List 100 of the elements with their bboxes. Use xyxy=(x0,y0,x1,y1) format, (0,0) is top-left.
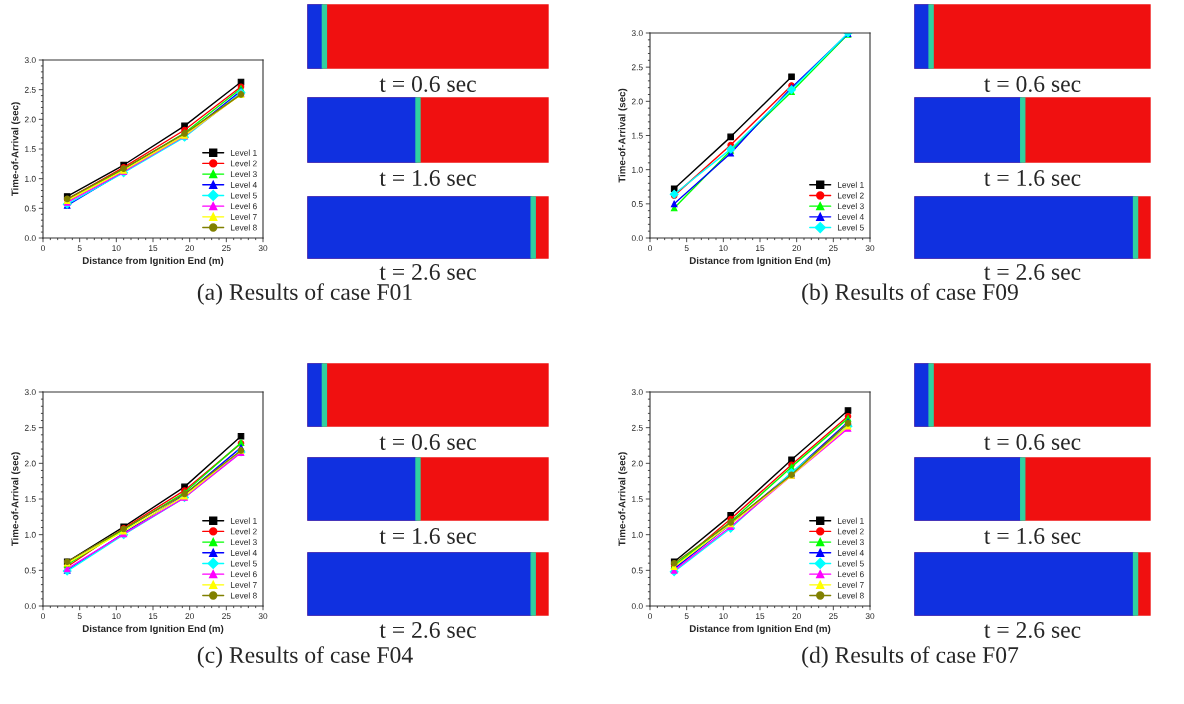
y-tick-label: 1.5 xyxy=(632,496,643,503)
x-tick-label: 20 xyxy=(185,613,194,620)
x-tick-label: 10 xyxy=(112,613,121,620)
y-tick-label: 1.0 xyxy=(632,531,643,538)
y-tick-label: 3.0 xyxy=(24,389,36,396)
x-tick-label: 0 xyxy=(648,613,652,620)
legend-label: Level 8 xyxy=(230,224,257,231)
text: (d) Results of case F07 xyxy=(802,646,1019,668)
legend-label: Level 4 xyxy=(837,213,864,220)
y-tick-label: 2.5 xyxy=(631,424,643,431)
y-tick-label: 3.0 xyxy=(631,389,643,396)
y-tick-label: 3.0 xyxy=(631,30,643,37)
x-tick-label: 20 xyxy=(792,613,801,620)
y-axis-title: Time-of-Arrival (sec) xyxy=(618,452,628,547)
legend-label: Level 7 xyxy=(230,581,257,588)
x-tick-label: 25 xyxy=(829,613,838,620)
x-axis-title: Distance from Ignition End (m) xyxy=(82,256,224,266)
y-tick-label: 2.5 xyxy=(24,424,36,431)
legend-label: Level 6 xyxy=(230,571,257,578)
y-tick-label: 2.5 xyxy=(631,64,643,71)
legend-label: Level 6 xyxy=(837,571,864,578)
x-tick-label: 5 xyxy=(77,613,82,620)
legend-label: Level 1 xyxy=(837,181,864,188)
x-tick-label: 15 xyxy=(149,613,158,620)
x-tick-label: 0 xyxy=(648,245,652,252)
text: (c) Results of case F04 xyxy=(197,646,413,668)
text: t = 2.6 sec xyxy=(984,622,1081,639)
x-tick-label: 30 xyxy=(258,245,268,252)
y-tick-label: 0.0 xyxy=(24,603,36,610)
legend-label: Level 5 xyxy=(837,224,864,231)
text: t = 2.6 sec xyxy=(379,264,476,281)
legend-label: Level 2 xyxy=(837,528,864,535)
x-tick-label: 30 xyxy=(865,245,875,252)
text: (b) Results of case F09 xyxy=(802,283,1018,305)
text: (a) Results of case F01 xyxy=(197,283,412,305)
x-tick-label: 25 xyxy=(222,245,231,252)
text: t = 1.6 sec xyxy=(379,528,476,545)
y-axis-title: Time-of-Arrival (sec) xyxy=(11,452,21,547)
x-tick-label: 25 xyxy=(829,245,838,252)
text: t = 1.6 sec xyxy=(984,528,1081,545)
y-tick-label: 1.0 xyxy=(25,175,36,182)
x-tick-label: 10 xyxy=(719,613,728,620)
y-axis-title: Time-of-Arrival (sec) xyxy=(618,88,628,183)
y-tick-label: 1.0 xyxy=(632,166,643,173)
legend-label: Level 3 xyxy=(230,170,257,178)
y-tick-label: 2.0 xyxy=(631,98,643,105)
legend-label: Level 6 xyxy=(230,203,257,210)
y-tick-label: 2.5 xyxy=(24,86,36,93)
legend-label: Level 8 xyxy=(837,592,864,599)
y-tick-label: 1.5 xyxy=(632,132,643,139)
legend-label: Level 3 xyxy=(230,538,257,546)
y-tick-label: 3.0 xyxy=(24,57,36,64)
y-tick-label: 0.5 xyxy=(24,205,36,212)
text: t = 1.6 sec xyxy=(984,170,1081,187)
x-tick-label: 0 xyxy=(41,245,45,252)
y-tick-label: 0.5 xyxy=(631,201,643,207)
legend-label: Level 3 xyxy=(837,538,864,546)
x-axis-title: Distance from Ignition End (m) xyxy=(689,256,831,266)
x-tick-label: 15 xyxy=(149,245,158,252)
legend-label: Level 7 xyxy=(230,213,257,220)
legend-label: Level 7 xyxy=(837,581,864,588)
y-tick-label: 0.5 xyxy=(24,567,36,574)
y-tick-label: 0.5 xyxy=(631,567,643,574)
legend-label: Level 2 xyxy=(230,160,257,167)
x-tick-label: 5 xyxy=(684,245,689,252)
x-tick-label: 20 xyxy=(185,245,194,252)
y-tick-label: 1.5 xyxy=(25,146,36,153)
y-tick-label: 2.0 xyxy=(631,460,643,467)
legend-label: Level 8 xyxy=(230,592,257,599)
text: t = 0.6 sec xyxy=(379,433,476,451)
legend-label: Level 2 xyxy=(230,528,257,535)
text: t = 0.6 sec xyxy=(984,433,1081,451)
legend-label: Level 4 xyxy=(230,181,257,188)
legend-label: Level 4 xyxy=(837,549,864,556)
y-tick-label: 2.0 xyxy=(24,460,36,467)
x-axis-title: Distance from Ignition End (m) xyxy=(82,624,224,634)
x-tick-label: 30 xyxy=(258,613,268,620)
y-tick-label: 2.0 xyxy=(24,116,36,123)
legend-label: Level 1 xyxy=(230,149,257,156)
x-tick-label: 5 xyxy=(684,613,689,620)
legend-label: Level 4 xyxy=(230,549,257,556)
x-tick-label: 30 xyxy=(865,613,875,620)
y-axis-title: Time-of-Arrival (sec) xyxy=(11,102,21,197)
x-tick-label: 10 xyxy=(112,245,121,252)
legend-label: Level 1 xyxy=(230,517,257,524)
x-tick-label: 25 xyxy=(222,613,231,620)
text: t = 0.6 sec xyxy=(984,75,1081,93)
x-tick-label: 10 xyxy=(719,245,728,252)
legend-label: Level 2 xyxy=(837,192,864,199)
x-axis-title: Distance from Ignition End (m) xyxy=(689,624,831,634)
y-tick-label: 0.0 xyxy=(631,235,643,242)
x-tick-label: 15 xyxy=(756,613,765,620)
x-tick-label: 15 xyxy=(756,245,765,252)
x-tick-label: 20 xyxy=(792,245,801,252)
y-tick-label: 0.0 xyxy=(631,603,643,610)
x-tick-label: 0 xyxy=(41,613,45,620)
legend-label: Level 3 xyxy=(837,203,864,210)
legend-label: Level 1 xyxy=(837,517,864,524)
legend-label: Level 5 xyxy=(837,560,864,567)
x-tick-label: 5 xyxy=(77,245,82,252)
